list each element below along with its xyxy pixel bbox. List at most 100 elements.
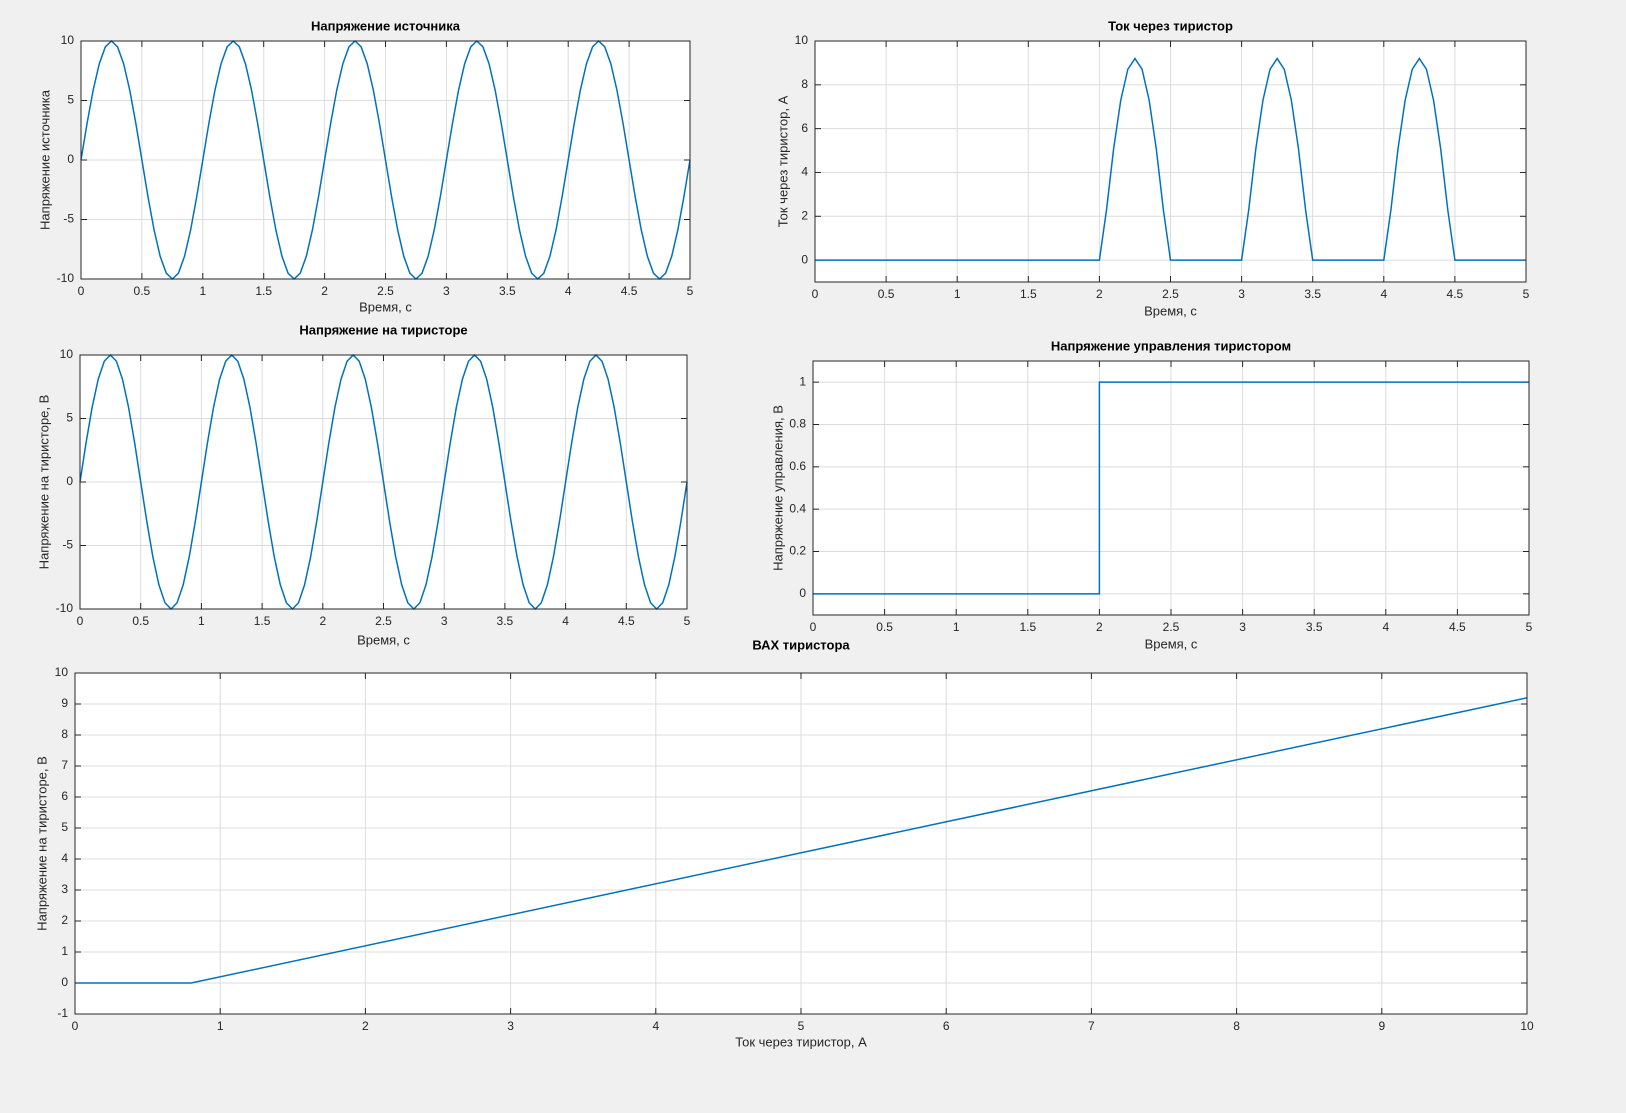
x-tick-label: 4 xyxy=(1382,620,1389,634)
x-tick-label: 10 xyxy=(1520,1019,1534,1033)
y-tick-label: 6 xyxy=(61,789,68,803)
y-tick-label: 6 xyxy=(801,121,808,135)
axes-box xyxy=(814,40,1527,283)
data-line xyxy=(75,697,1528,984)
x-axis-label: Время, с xyxy=(1145,636,1198,651)
x-tick-label: 4.5 xyxy=(1447,287,1464,301)
x-tick-label: 3 xyxy=(507,1019,514,1033)
x-tick-label: 1.5 xyxy=(1019,620,1036,634)
x-tick-label: 3.5 xyxy=(1304,287,1321,301)
y-tick-label: -1 xyxy=(57,1006,68,1020)
x-tick-label: 3.5 xyxy=(1306,620,1323,634)
y-tick-label: 0.8 xyxy=(789,417,806,431)
y-tick-label: 9 xyxy=(61,696,68,710)
y-tick-label: 0 xyxy=(66,474,73,488)
x-tick-label: 0.5 xyxy=(132,614,149,628)
x-tick-label: 3 xyxy=(443,284,450,298)
x-tick-label: 4.5 xyxy=(621,284,638,298)
x-axis-label: Ток через тиристор, А xyxy=(735,1034,867,1049)
x-tick-label: 2 xyxy=(362,1019,369,1033)
x-tick-label: 0 xyxy=(77,614,84,628)
x-tick-label: 1 xyxy=(199,284,206,298)
x-tick-label: 2.5 xyxy=(377,284,394,298)
x-tick-label: 2.5 xyxy=(375,614,392,628)
y-tick-label: 4 xyxy=(801,165,808,179)
y-tick-label: 2 xyxy=(61,913,68,927)
chart-title: Ток через тиристор xyxy=(1108,18,1233,33)
x-tick-label: 9 xyxy=(1378,1019,1385,1033)
y-tick-label: 0.2 xyxy=(789,544,806,558)
x-tick-label: 4.5 xyxy=(1449,620,1466,634)
x-tick-label: 7 xyxy=(1088,1019,1095,1033)
x-tick-label: 1 xyxy=(953,620,960,634)
x-tick-label: 3 xyxy=(1239,620,1246,634)
axes-box xyxy=(74,672,1528,1015)
y-tick-label: 4 xyxy=(61,851,68,865)
y-tick-label: 10 xyxy=(60,347,74,361)
data-line xyxy=(80,39,691,281)
y-tick-label: -10 xyxy=(56,601,74,615)
y-tick-label: 0 xyxy=(799,586,806,600)
axes-box xyxy=(812,360,1530,616)
x-tick-label: 2 xyxy=(321,284,328,298)
x-tick-label: 3 xyxy=(1238,287,1245,301)
y-tick-label: 8 xyxy=(61,727,68,741)
data-line xyxy=(79,353,688,611)
chart-title: Напряжение управления тиристором xyxy=(1051,338,1291,353)
y-tick-label: 8 xyxy=(801,77,808,91)
x-tick-label: 0.5 xyxy=(876,620,893,634)
y-axis-label: Ток через тиристор, А xyxy=(775,95,790,227)
y-axis-label: Напряжение источника xyxy=(37,89,52,230)
y-tick-label: 2 xyxy=(801,208,808,222)
x-tick-label: 2 xyxy=(1096,287,1103,301)
y-tick-label: 10 xyxy=(55,665,69,679)
y-tick-label: 5 xyxy=(61,820,68,834)
y-tick-label: 0.6 xyxy=(789,459,806,473)
y-tick-label: 5 xyxy=(67,93,74,107)
data-line xyxy=(813,381,1529,595)
y-tick-label: -10 xyxy=(57,271,75,285)
x-tick-label: 5 xyxy=(1526,620,1533,634)
y-tick-label: 3 xyxy=(61,882,68,896)
x-tick-label: 0.5 xyxy=(134,284,151,298)
axes-box xyxy=(79,354,688,610)
x-tick-label: 0 xyxy=(812,287,819,301)
x-tick-label: 4.5 xyxy=(618,614,635,628)
x-axis-label: Время, с xyxy=(357,632,410,647)
x-tick-label: 6 xyxy=(943,1019,950,1033)
x-tick-label: 1.5 xyxy=(254,614,271,628)
chart-title: ВАХ тиристора xyxy=(752,637,850,652)
x-tick-label: 4 xyxy=(1380,287,1387,301)
x-tick-label: 0.5 xyxy=(878,287,895,301)
x-tick-label: 1 xyxy=(198,614,205,628)
y-tick-label: 5 xyxy=(66,411,73,425)
axes-box xyxy=(80,40,691,280)
x-tick-label: 0 xyxy=(810,620,817,634)
y-axis-label: Напряжение на тиристоре, В xyxy=(36,395,51,570)
y-tick-label: 0 xyxy=(61,975,68,989)
y-axis-label: Напряжение на тиристоре, В xyxy=(34,756,49,931)
x-tick-label: 0 xyxy=(72,1019,79,1033)
x-tick-label: 3.5 xyxy=(497,614,514,628)
x-tick-label: 8 xyxy=(1233,1019,1240,1033)
x-tick-label: 1 xyxy=(217,1019,224,1033)
x-tick-label: 4 xyxy=(565,284,572,298)
y-tick-label: 0 xyxy=(67,152,74,166)
x-tick-label: 2 xyxy=(1096,620,1103,634)
x-tick-label: 0 xyxy=(78,284,85,298)
x-tick-label: 1.5 xyxy=(1020,287,1037,301)
y-tick-label: -5 xyxy=(62,538,73,552)
x-tick-label: 5 xyxy=(798,1019,805,1033)
x-tick-label: 1 xyxy=(954,287,961,301)
chart-title: Напряжение источника xyxy=(311,18,461,33)
x-tick-label: 5 xyxy=(687,284,694,298)
x-tick-label: 2.5 xyxy=(1162,287,1179,301)
y-tick-label: 0 xyxy=(801,252,808,266)
y-tick-label: 7 xyxy=(61,758,68,772)
x-axis-label: Время, с xyxy=(1144,303,1197,318)
y-tick-label: 10 xyxy=(61,33,75,47)
y-tick-label: -5 xyxy=(63,212,74,226)
data-line xyxy=(815,57,1526,261)
x-tick-label: 4 xyxy=(652,1019,659,1033)
